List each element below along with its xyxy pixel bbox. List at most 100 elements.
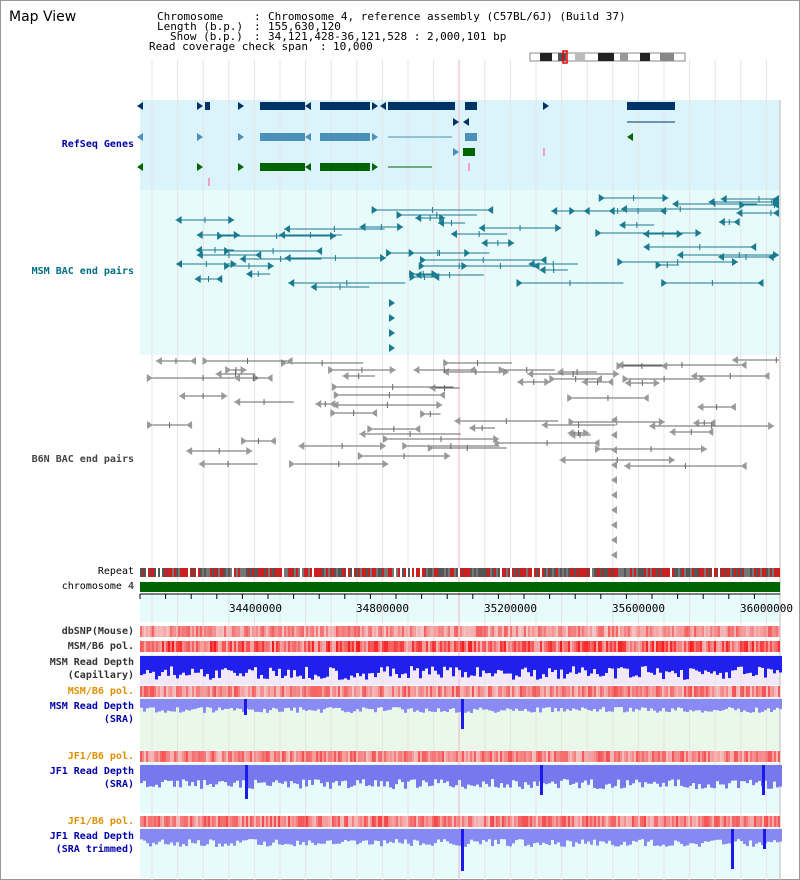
pol-heat-cell bbox=[520, 751, 522, 762]
read-depth-bar bbox=[509, 829, 512, 847]
read-depth-bar bbox=[611, 699, 614, 712]
track-label-repeat[interactable]: Repeat bbox=[97, 566, 134, 577]
pol-heat-cell bbox=[752, 686, 754, 697]
pol-heat-cell bbox=[348, 686, 350, 697]
read-depth-bar bbox=[719, 829, 722, 840]
pol-heat-cell bbox=[172, 626, 174, 637]
pol-heat-cell bbox=[660, 641, 662, 652]
read-depth-bar bbox=[566, 699, 569, 710]
pol-heat-cell bbox=[356, 751, 358, 762]
read-depth-bar bbox=[728, 765, 731, 784]
pol-heat-cell bbox=[624, 751, 626, 762]
pol-heat-cell bbox=[630, 641, 632, 652]
track-label-msm-b6-pol-2[interactable]: MSM/B6 pol. bbox=[67, 686, 134, 697]
pol-heat-cell bbox=[612, 626, 614, 637]
read-depth-bar bbox=[314, 699, 317, 711]
pol-heat-cell bbox=[386, 751, 388, 762]
pol-heat-cell bbox=[374, 751, 376, 762]
pol-heat-cell bbox=[310, 751, 312, 762]
read-depth-bar bbox=[338, 829, 341, 844]
bac-end-arrow bbox=[176, 260, 183, 268]
pol-heat-cell bbox=[558, 751, 560, 762]
read-depth-bar bbox=[455, 829, 458, 846]
pol-heat-cell bbox=[428, 626, 430, 637]
pol-heat-cell bbox=[584, 816, 586, 827]
pol-heat-cell bbox=[308, 751, 310, 762]
read-depth-bar bbox=[470, 765, 473, 786]
pol-heat-cell bbox=[300, 816, 302, 827]
track-label-chromosome[interactable]: chromosome 4 bbox=[61, 581, 134, 592]
pol-heat-cell bbox=[322, 816, 324, 827]
bac-end-arrow bbox=[408, 249, 415, 257]
pol-heat-cell bbox=[408, 751, 410, 762]
pol-heat-cell bbox=[402, 816, 404, 827]
track-label-msm-depth-sra[interactable]: MSM Read Depth bbox=[49, 701, 134, 712]
read-depth-bar bbox=[656, 699, 659, 713]
track-label-msm-bac[interactable]: MSM BAC end pairs bbox=[31, 266, 134, 277]
track-label-jf1-depth-trim[interactable]: JF1 Read Depth bbox=[49, 831, 134, 842]
pol-heat-cell bbox=[552, 816, 554, 827]
pol-heat-cell bbox=[542, 641, 544, 652]
read-depth-bar bbox=[230, 765, 233, 787]
read-depth-bar bbox=[344, 656, 347, 679]
read-depth-bar bbox=[386, 829, 389, 844]
track-label-dbsnp[interactable]: dbSNP(Mouse) bbox=[61, 626, 134, 637]
repeat-bar bbox=[432, 568, 434, 577]
bac-end-arrow bbox=[708, 198, 715, 206]
track-label-msm-depth-cap[interactable]: MSM Read Depth bbox=[49, 657, 134, 668]
read-depth-bar bbox=[185, 656, 188, 676]
read-depth-bar bbox=[440, 829, 443, 842]
repeat-bar bbox=[632, 568, 634, 577]
read-depth-bar bbox=[629, 656, 632, 678]
pol-heat-cell bbox=[664, 686, 666, 697]
repeat-bar bbox=[550, 568, 552, 577]
track-label-b6n-bac[interactable]: B6N BAC end pairs bbox=[31, 454, 134, 465]
pol-heat-cell bbox=[456, 751, 458, 762]
repeat-bar bbox=[142, 568, 144, 577]
pol-heat-cell bbox=[286, 626, 288, 637]
track-label-refseq[interactable]: RefSeq Genes bbox=[61, 139, 134, 150]
track-label-msm-b6-pol[interactable]: MSM/B6 pol. bbox=[67, 641, 134, 652]
pol-heat-cell bbox=[382, 686, 384, 697]
read-depth-bar bbox=[521, 656, 524, 670]
pol-heat-cell bbox=[238, 816, 240, 827]
track-label-jf1-depth[interactable]: JF1 Read Depth bbox=[49, 766, 134, 777]
bac-end-arrow bbox=[234, 374, 241, 382]
pol-heat-cell bbox=[428, 816, 430, 827]
read-depth-bar bbox=[695, 699, 698, 711]
gene-arrow bbox=[453, 118, 459, 126]
pol-heat-cell bbox=[558, 816, 560, 827]
read-depth-bar bbox=[224, 765, 227, 783]
pol-heat-cell bbox=[280, 751, 282, 762]
pol-heat-cell bbox=[226, 626, 228, 637]
read-depth-bar bbox=[686, 765, 689, 788]
read-depth-bar bbox=[701, 829, 704, 844]
pol-heat-cell bbox=[380, 751, 382, 762]
pol-heat-cell bbox=[352, 626, 354, 637]
pol-heat-cell bbox=[526, 686, 528, 697]
pol-heat-cell bbox=[268, 641, 270, 652]
pol-heat-cell bbox=[234, 686, 236, 697]
read-depth-bar bbox=[311, 829, 314, 843]
pol-heat-cell bbox=[580, 816, 582, 827]
read-depth-bar bbox=[503, 699, 506, 711]
repeat-bar bbox=[660, 568, 662, 577]
repeat-bar bbox=[646, 568, 648, 577]
read-depth-bar bbox=[236, 765, 239, 781]
pol-heat-cell bbox=[372, 626, 374, 637]
pol-heat-cell bbox=[538, 641, 540, 652]
track-label-jf1-b6-pol-2[interactable]: JF1/B6 pol. bbox=[67, 816, 134, 827]
pol-heat-cell bbox=[262, 751, 264, 762]
pol-heat-cell bbox=[714, 751, 716, 762]
read-depth-bar bbox=[542, 765, 545, 784]
pol-heat-cell bbox=[506, 626, 508, 637]
pol-heat-cell bbox=[692, 626, 694, 637]
pol-heat-cell bbox=[244, 816, 246, 827]
track-label-jf1-b6-pol[interactable]: JF1/B6 pol. bbox=[67, 751, 134, 762]
bac-end-arrow bbox=[386, 249, 393, 257]
pol-heat-cell bbox=[728, 816, 730, 827]
pol-heat-cell bbox=[228, 626, 230, 637]
read-depth-bar bbox=[170, 699, 173, 712]
read-depth-bar bbox=[695, 765, 698, 789]
